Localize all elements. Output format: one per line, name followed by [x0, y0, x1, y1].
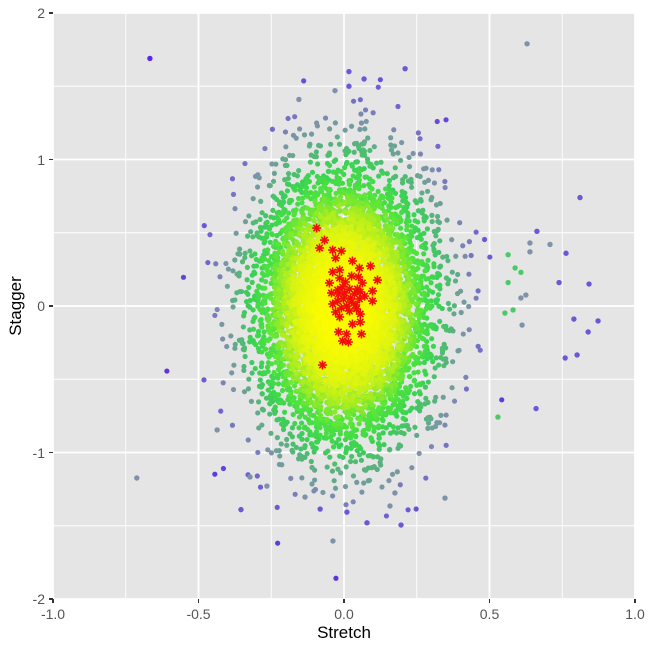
x-tick-label: 0.0: [334, 606, 354, 622]
x-tick-mark: [343, 599, 345, 603]
scatter-canvas: [53, 13, 635, 599]
y-tick-mark: [49, 158, 53, 161]
x-axis-title: Stretch: [317, 623, 371, 642]
x-tick-mark: [634, 599, 636, 603]
y-tick-label: 1: [37, 151, 45, 168]
plot-panel: [53, 13, 635, 599]
y-tick-mark: [49, 12, 53, 14]
x-tick-label: -1.0: [40, 606, 66, 622]
x-tick-mark: [197, 599, 200, 603]
y-tick-label: -2: [32, 591, 45, 607]
y-axis-title: Stagger: [6, 276, 25, 336]
y-tick-label: 0: [37, 298, 45, 314]
x-tick-label: 0.5: [479, 606, 500, 622]
y-tick-mark: [49, 598, 53, 600]
x-tick-mark: [488, 599, 491, 603]
y-tick-label: -1: [32, 444, 45, 461]
y-tick-label: 2: [37, 5, 45, 21]
x-tick-mark: [52, 599, 54, 603]
x-tick-label: -0.5: [186, 606, 211, 622]
x-tick-label: 1.0: [625, 606, 645, 622]
y-tick-mark: [49, 305, 53, 307]
y-tick-mark: [49, 451, 53, 454]
